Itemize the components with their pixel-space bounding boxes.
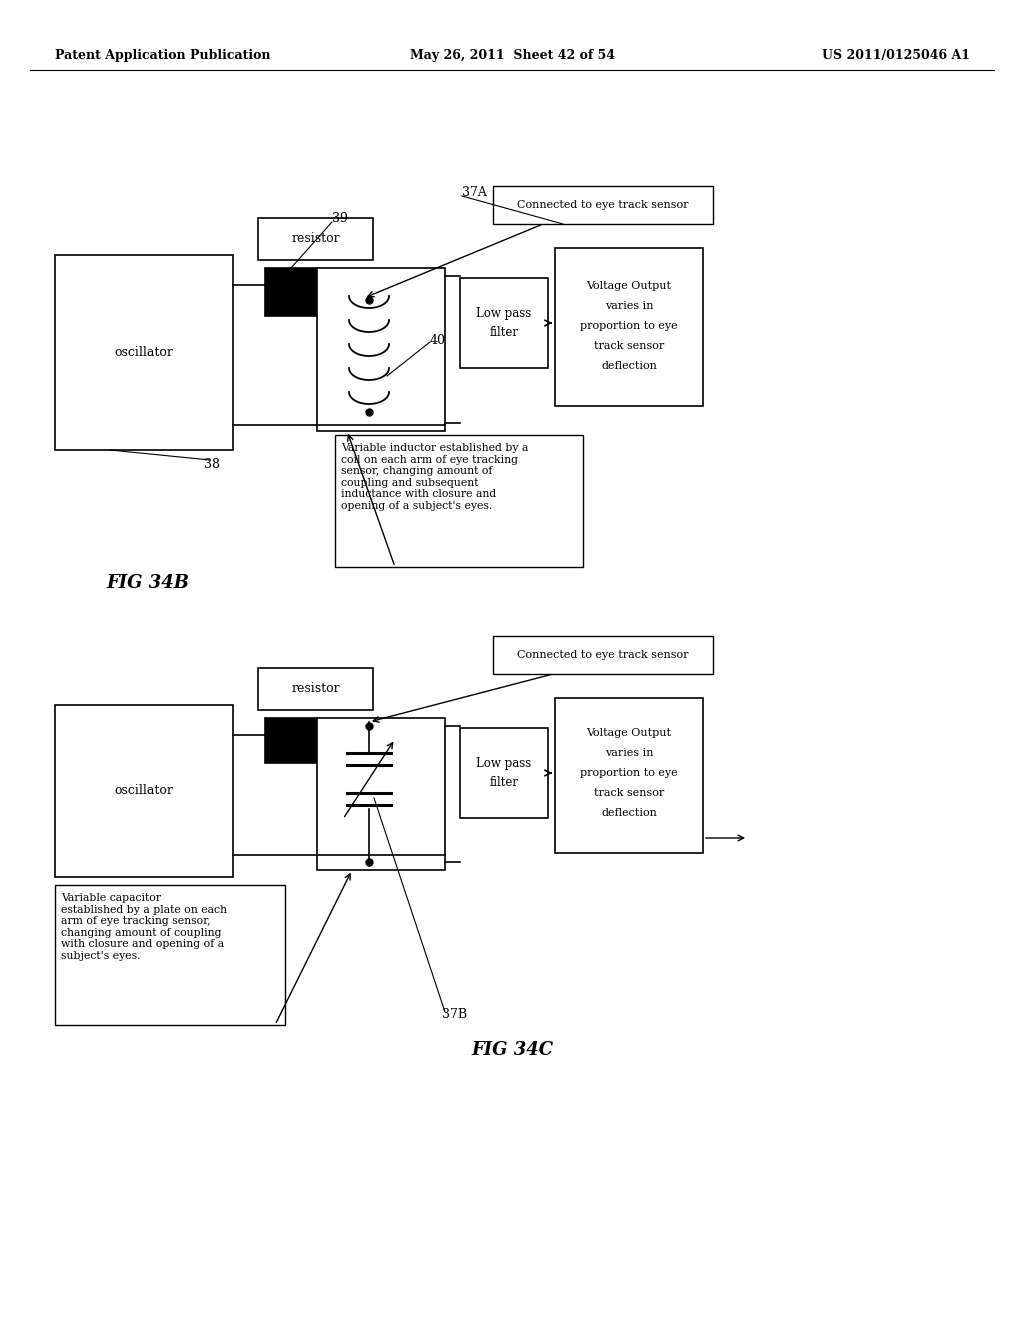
Bar xyxy=(555,698,703,853)
Text: varies in: varies in xyxy=(605,748,653,758)
Bar xyxy=(55,884,285,1026)
Bar xyxy=(335,436,583,568)
Text: proportion to eye: proportion to eye xyxy=(581,768,678,777)
Bar xyxy=(55,705,233,876)
Text: US 2011/0125046 A1: US 2011/0125046 A1 xyxy=(822,49,970,62)
Bar xyxy=(460,279,548,368)
Bar xyxy=(493,636,713,675)
Bar xyxy=(55,255,233,450)
Text: track sensor: track sensor xyxy=(594,341,665,351)
Text: 40: 40 xyxy=(430,334,446,346)
Text: Connected to eye track sensor: Connected to eye track sensor xyxy=(517,649,689,660)
Bar xyxy=(258,668,373,710)
Bar xyxy=(265,718,317,763)
Text: Patent Application Publication: Patent Application Publication xyxy=(55,49,270,62)
Text: varies in: varies in xyxy=(605,301,653,312)
Text: oscillator: oscillator xyxy=(115,784,173,797)
Text: resistor: resistor xyxy=(291,682,340,696)
Text: Connected to eye track sensor: Connected to eye track sensor xyxy=(517,201,689,210)
Text: Low pass: Low pass xyxy=(476,756,531,770)
Text: Voltage Output: Voltage Output xyxy=(587,729,672,738)
Text: filter: filter xyxy=(489,326,518,339)
Text: May 26, 2011  Sheet 42 of 54: May 26, 2011 Sheet 42 of 54 xyxy=(410,49,614,62)
Bar xyxy=(460,729,548,818)
Text: Voltage Output: Voltage Output xyxy=(587,281,672,290)
Text: 39: 39 xyxy=(332,211,348,224)
Bar xyxy=(258,218,373,260)
Text: Variable capacitor
established by a plate on each
arm of eye tracking sensor,
ch: Variable capacitor established by a plat… xyxy=(61,894,227,961)
Text: FIG 34B: FIG 34B xyxy=(106,574,189,591)
Text: deflection: deflection xyxy=(601,808,657,818)
Text: filter: filter xyxy=(489,776,518,789)
Text: 38: 38 xyxy=(204,458,220,471)
Bar xyxy=(493,186,713,224)
Text: Low pass: Low pass xyxy=(476,306,531,319)
Bar xyxy=(265,268,317,315)
Text: 37A: 37A xyxy=(462,186,486,198)
Text: deflection: deflection xyxy=(601,360,657,371)
Bar xyxy=(317,718,445,870)
Text: FIG 34C: FIG 34C xyxy=(471,1041,553,1059)
Text: Variable inductor established by a
coil on each arm of eye tracking
sensor, chan: Variable inductor established by a coil … xyxy=(341,444,528,511)
Bar xyxy=(317,268,445,432)
Text: 37B: 37B xyxy=(442,1008,467,1022)
Text: proportion to eye: proportion to eye xyxy=(581,321,678,331)
Bar xyxy=(555,248,703,407)
Text: resistor: resistor xyxy=(291,232,340,246)
Text: track sensor: track sensor xyxy=(594,788,665,799)
Text: oscillator: oscillator xyxy=(115,346,173,359)
